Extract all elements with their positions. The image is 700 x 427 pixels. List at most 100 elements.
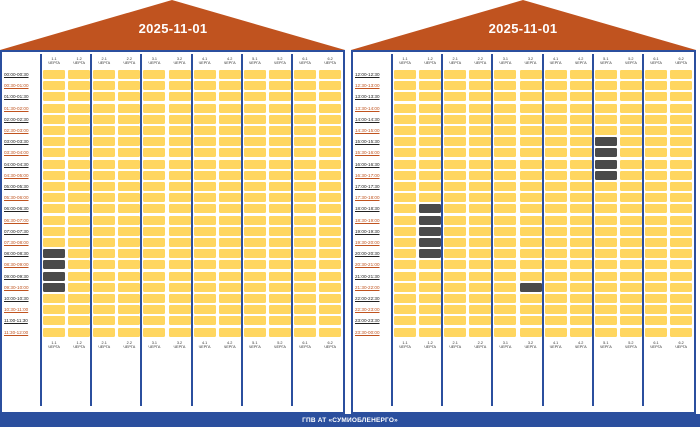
power-on-cell (93, 294, 116, 303)
power-on-cell (294, 103, 316, 113)
power-on-cell (218, 204, 241, 214)
power-on-cell (444, 148, 467, 158)
power-on-cell (294, 305, 316, 315)
power-on-cell (494, 327, 517, 337)
power-on-cell (594, 249, 617, 259)
power-on-cell (93, 327, 116, 337)
power-on-cell (519, 271, 542, 281)
power-on-cell (494, 305, 517, 315)
power-on-cell (143, 137, 166, 147)
power-on-cell (444, 215, 467, 225)
power-on-cell (43, 226, 65, 236)
power-on-cell (243, 193, 266, 203)
queue-header: 4.2 ЧЕРГА (574, 57, 587, 66)
power-on-cell (544, 182, 567, 191)
power-on-cell (544, 226, 567, 236)
power-on-cell (569, 114, 592, 124)
power-on-cell (519, 204, 542, 214)
power-on-cell (469, 182, 492, 191)
power-on-cell (419, 103, 442, 113)
power-on-cell (118, 70, 141, 79)
power-on-cell (68, 249, 91, 259)
power-on-cell (168, 103, 191, 113)
power-on-cell (243, 271, 266, 281)
time-slot-label: 11:00-11:30 (4, 318, 28, 324)
power-on-cell (193, 114, 216, 124)
power-on-cell (294, 226, 316, 236)
power-on-cell (93, 137, 116, 147)
power-on-cell (569, 204, 592, 214)
schedule-panel-morning: 00:00-00:30 00:30-01:00 01:00-01:30 01:30-0… (0, 50, 345, 414)
power-on-cell (519, 305, 542, 315)
power-on-cell (670, 193, 693, 203)
power-on-cell (394, 305, 416, 315)
power-on-cell (268, 159, 291, 169)
power-on-cell (469, 271, 492, 281)
power-on-cell (168, 137, 191, 147)
power-on-cell (268, 81, 291, 91)
power-on-cell (394, 170, 416, 180)
time-slot-label: 23:00-23:30 (355, 318, 380, 324)
time-slot-label: 12:30-13:00 (355, 83, 380, 89)
power-on-cell (268, 316, 291, 326)
power-on-cell (143, 193, 166, 203)
power-on-cell (168, 126, 191, 135)
power-on-cell (519, 126, 542, 135)
power-on-cell (168, 114, 191, 124)
power-on-cell (243, 327, 266, 337)
queue-header: 2.1 ЧЕРГА (98, 57, 111, 66)
time-slot-label: 09:30-10:00 (4, 284, 29, 290)
power-on-cell (444, 249, 467, 259)
outage-cell (519, 282, 542, 292)
power-on-cell (243, 204, 266, 214)
power-on-cell (594, 294, 617, 303)
power-on-cell (569, 249, 592, 259)
time-slot-label: 20:30-21:00 (355, 262, 380, 268)
power-on-cell (319, 81, 342, 91)
queue-header: 6.1 ЧЕРГА (299, 57, 311, 66)
power-on-cell (93, 316, 116, 326)
power-on-cell (93, 249, 116, 259)
power-on-cell (645, 238, 667, 247)
power-on-cell (594, 114, 617, 124)
time-slot-label: 02:00-02:30 (4, 116, 29, 122)
power-on-cell (218, 159, 241, 169)
power-on-cell (243, 81, 266, 91)
power-on-cell (93, 238, 116, 247)
time-slot-label: 08:30-09:00 (4, 262, 29, 268)
queue-header: 5.1 ЧЕРГА (248, 57, 261, 66)
power-on-cell (594, 103, 617, 113)
power-on-cell (68, 215, 91, 225)
power-on-cell (143, 260, 166, 270)
power-on-cell (670, 271, 693, 281)
power-on-cell (594, 204, 617, 214)
power-on-cell (218, 271, 241, 281)
time-slot-label: 04:00-04:30 (4, 161, 29, 167)
power-on-cell (168, 81, 191, 91)
power-on-cell (519, 215, 542, 225)
time-slot-label: 05:00-05:30 (4, 184, 29, 189)
power-on-cell (594, 81, 617, 91)
power-on-cell (294, 159, 316, 169)
power-on-cell (218, 260, 241, 270)
time-slot-label: 00:00-00:30 (4, 72, 29, 77)
power-on-cell (645, 316, 667, 326)
power-on-cell (444, 271, 467, 281)
power-on-cell (544, 70, 567, 79)
time-slot-label: 02:30-03:00 (4, 128, 29, 133)
power-on-cell (268, 238, 291, 247)
power-on-cell (544, 282, 567, 292)
outage-cell (419, 204, 442, 214)
queue-header: 3.2 ЧЕРГА (173, 57, 186, 66)
queue-header: 1.2 ЧЕРГА (424, 57, 437, 66)
power-on-cell (494, 103, 517, 113)
power-on-cell (494, 92, 517, 102)
time-slot-label: 01:30-02:00 (4, 105, 29, 111)
power-on-cell (670, 215, 693, 225)
power-on-cell (619, 260, 642, 270)
power-on-cell (544, 103, 567, 113)
power-on-cell (268, 92, 291, 102)
power-on-cell (544, 271, 567, 281)
power-on-cell (619, 70, 642, 79)
power-on-cell (294, 114, 316, 124)
